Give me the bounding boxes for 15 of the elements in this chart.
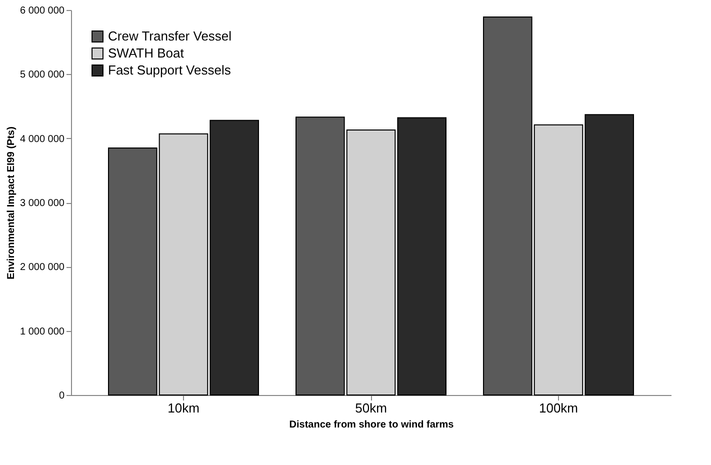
y-tick-label: 5 000 000 bbox=[20, 70, 65, 81]
legend-label: Fast Support Vessels bbox=[108, 62, 232, 78]
x-tick-label: 10km bbox=[168, 400, 200, 416]
y-tick-label: 3 000 000 bbox=[20, 198, 65, 209]
legend-label: SWATH Boat bbox=[108, 46, 184, 60]
y-tick-label: 1 000 000 bbox=[20, 326, 65, 338]
y-tick-label: 6 000 000 bbox=[20, 6, 65, 16]
y-tick-label: 2 000 000 bbox=[20, 262, 65, 274]
y-axis-title: Environmental Impact EI99 (Pts) bbox=[6, 126, 18, 280]
legend-label: Crew Transfer Vessel bbox=[108, 28, 232, 44]
y-tick-label: 4 000 000 bbox=[20, 134, 65, 145]
y-tick-label: 0 bbox=[58, 390, 65, 402]
x-tick-label: 50km bbox=[355, 400, 387, 416]
x-tick-label: 100km bbox=[538, 400, 578, 416]
x-axis-title: Distance from shore to wind farms bbox=[289, 420, 454, 430]
